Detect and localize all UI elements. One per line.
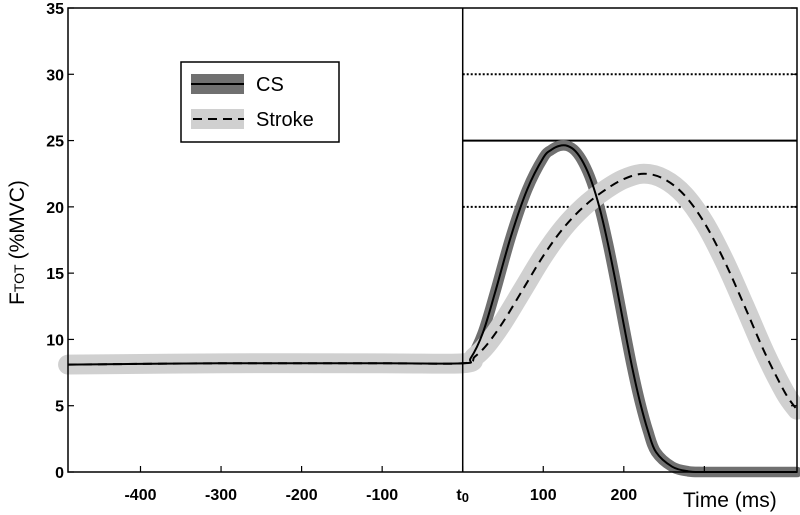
x-tick-label-200: 200	[610, 487, 637, 504]
axes	[67, 7, 798, 473]
y-tick-label-0: 0	[55, 465, 64, 482]
series-line-stroke	[67, 172, 798, 411]
y-tick-label-15: 15	[46, 266, 64, 283]
y-tick-label-5: 5	[55, 399, 64, 416]
reference-lines	[462, 73, 797, 208]
series-line-cs	[67, 144, 797, 474]
y-axis-ticks: 0 5 10 15 20 25 30 35	[46, 1, 797, 482]
legend-swatch-stroke-band	[191, 109, 244, 129]
y-tick-label-20: 20	[46, 200, 64, 217]
y-axis-title-sub: TOT	[11, 264, 27, 292]
series-band-stroke	[58, 163, 800, 420]
x-tick-label-100: 100	[530, 487, 557, 504]
x-tick-label--300: -300	[205, 487, 237, 504]
x-tick-label-0: t0	[456, 487, 469, 505]
x-axis-title: Time (ms)	[683, 489, 777, 512]
y-tick-label-25: 25	[46, 134, 64, 151]
x-tick-label--400: -400	[124, 487, 156, 504]
legend: CS Stroke	[180, 61, 340, 143]
y-axis-title-main: F	[6, 292, 29, 305]
plot-frame	[67, 7, 798, 473]
y-axis-title: FTOT (%MVC)	[6, 180, 29, 305]
x-axis-ticks: -400 -300 -200 -100 t0 100 200	[124, 466, 705, 505]
x-tick-label--100: -100	[366, 487, 398, 504]
legend-label-stroke: Stroke	[256, 109, 314, 131]
y-tick-label-30: 30	[46, 67, 64, 84]
y-axis-title-unit: (%MVC)	[6, 180, 29, 259]
series-layer	[58, 139, 800, 478]
legend-label-cs: CS	[256, 74, 284, 96]
y-tick-label-35: 35	[46, 1, 64, 18]
x-tick-label--200: -200	[286, 487, 318, 504]
y-tick-label-10: 10	[46, 332, 64, 349]
